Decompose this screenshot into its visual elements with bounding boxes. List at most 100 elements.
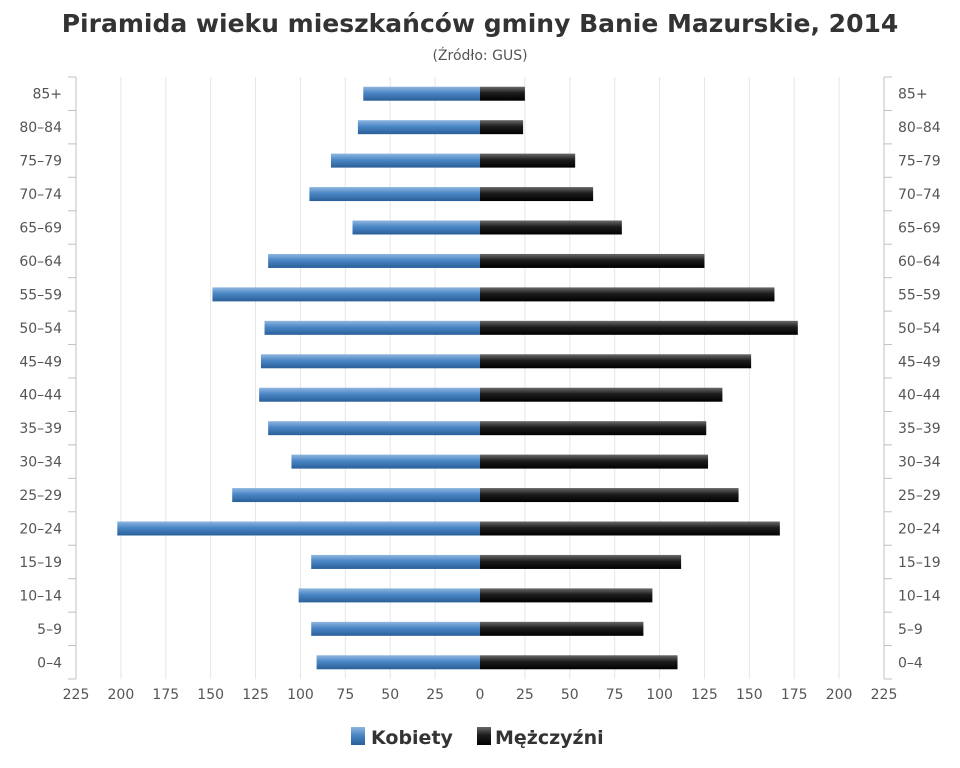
category-label-right: 75–79 <box>898 154 941 170</box>
category-label-left: 65–69 <box>19 221 62 237</box>
category-label-right: 80–84 <box>898 120 941 136</box>
x-tick-label: 50 <box>381 687 399 703</box>
bar-mezczyzni[interactable] <box>480 387 723 402</box>
bar-mezczyzni[interactable] <box>480 354 752 369</box>
bar-kobiety[interactable] <box>311 554 480 569</box>
x-tick-label: 125 <box>242 687 269 703</box>
bar-mezczyzni[interactable] <box>480 421 707 436</box>
bar-mezczyzni[interactable] <box>480 554 682 569</box>
bar-kobiety[interactable] <box>232 488 480 503</box>
bar-kobiety[interactable] <box>264 320 480 335</box>
category-label-right: 15–19 <box>898 555 941 571</box>
legend-label-kobiety[interactable]: Kobiety <box>371 727 454 749</box>
bar-mezczyzni[interactable] <box>480 621 644 636</box>
category-label-left: 75–79 <box>19 154 62 170</box>
category-label-right: 65–69 <box>898 221 941 237</box>
bar-mezczyzni[interactable] <box>480 187 594 202</box>
category-label-right: 20–24 <box>898 522 941 538</box>
bar-kobiety[interactable] <box>357 120 480 135</box>
bar-kobiety[interactable] <box>212 287 480 302</box>
x-tick-label: 125 <box>691 687 718 703</box>
category-label-right: 60–64 <box>898 254 941 270</box>
bar-kobiety[interactable] <box>311 621 480 636</box>
category-label-right: 30–34 <box>898 455 941 471</box>
bar-kobiety[interactable] <box>268 253 480 268</box>
x-tick-label: 25 <box>516 687 534 703</box>
bar-mezczyzni[interactable] <box>480 521 780 536</box>
category-label-left: 25–29 <box>19 488 62 504</box>
category-label-left: 20–24 <box>19 522 62 538</box>
x-tick-label: 150 <box>197 687 224 703</box>
x-tick-label: 50 <box>561 687 579 703</box>
category-label-left: 80–84 <box>19 120 62 136</box>
bar-kobiety[interactable] <box>259 387 480 402</box>
legend-swatch-mezczyzni <box>477 727 491 745</box>
bar-mezczyzni[interactable] <box>480 655 678 670</box>
x-tick-label: 100 <box>646 687 673 703</box>
x-tick-label: 175 <box>152 687 179 703</box>
bar-kobiety[interactable] <box>309 187 480 202</box>
bar-kobiety[interactable] <box>268 421 480 436</box>
category-label-left: 5–9 <box>37 622 62 638</box>
x-tick-label: 25 <box>426 687 444 703</box>
legend-label-mezczyzni[interactable]: Mężczyźni <box>495 727 604 749</box>
category-label-right: 55–59 <box>898 287 941 303</box>
x-tick-label: 200 <box>826 687 853 703</box>
category-label-left: 45–49 <box>19 354 62 370</box>
x-tick-label: 175 <box>781 687 808 703</box>
bar-mezczyzni[interactable] <box>480 153 576 168</box>
bars <box>117 86 798 670</box>
bar-mezczyzni[interactable] <box>480 588 653 603</box>
category-label-left: 55–59 <box>19 287 62 303</box>
category-label-right: 70–74 <box>898 187 941 203</box>
category-label-left: 15–19 <box>19 555 62 571</box>
bar-kobiety[interactable] <box>352 220 480 235</box>
bar-mezczyzni[interactable] <box>480 488 739 503</box>
bar-kobiety[interactable] <box>316 655 480 670</box>
bar-mezczyzni[interactable] <box>480 120 524 135</box>
x-tick-label: 225 <box>63 687 90 703</box>
bar-mezczyzni[interactable] <box>480 220 622 235</box>
x-tick-label: 150 <box>736 687 763 703</box>
bar-mezczyzni[interactable] <box>480 86 525 101</box>
category-label-left: 60–64 <box>19 254 62 270</box>
category-label-right: 85+ <box>898 87 928 103</box>
category-label-left: 0–4 <box>37 655 62 671</box>
bar-kobiety[interactable] <box>291 454 480 469</box>
chart-subtitle: (Źródło: GUS) <box>432 46 527 64</box>
legend: Kobiety Mężczyźni <box>351 727 604 749</box>
chart-title: Piramida wieku mieszkańców gminy Banie M… <box>62 9 899 38</box>
category-labels: 85+ 85+ 80–84 80–84 75–79 75–79 70–74 70–74 65–6… <box>19 87 940 672</box>
x-tick-label: 200 <box>108 687 135 703</box>
category-label-right: 40–44 <box>898 388 941 404</box>
category-label-right: 35–39 <box>898 421 941 437</box>
category-label-left: 10–14 <box>19 588 62 604</box>
category-label-left: 35–39 <box>19 421 62 437</box>
x-tick-label: 225 <box>871 687 898 703</box>
category-label-right: 45–49 <box>898 354 941 370</box>
x-tick-label: 75 <box>336 687 354 703</box>
bar-kobiety[interactable] <box>330 153 480 168</box>
bar-mezczyzni[interactable] <box>480 253 705 268</box>
bar-kobiety[interactable] <box>363 86 480 101</box>
category-label-right: 25–29 <box>898 488 941 504</box>
bar-kobiety[interactable] <box>298 588 480 603</box>
category-label-left: 40–44 <box>19 388 62 404</box>
bar-mezczyzni[interactable] <box>480 320 798 335</box>
x-tick-label: 100 <box>287 687 314 703</box>
x-tick-label: 0 <box>476 687 485 703</box>
x-tick-label: 75 <box>606 687 624 703</box>
category-label-left: 85+ <box>32 87 62 103</box>
bar-kobiety[interactable] <box>260 354 480 369</box>
axes <box>68 76 892 680</box>
category-label-right: 0–4 <box>898 655 923 671</box>
bar-mezczyzni[interactable] <box>480 287 775 302</box>
legend-swatch-kobiety <box>351 727 365 745</box>
x-tick-labels: 225 200 175 150 125 100 75 50 25 0 25 50 75 100 125 150… <box>63 687 898 703</box>
bar-kobiety[interactable] <box>117 521 480 536</box>
category-label-left: 50–54 <box>19 321 62 337</box>
bar-mezczyzni[interactable] <box>480 454 709 469</box>
category-label-right: 10–14 <box>898 588 941 604</box>
category-label-left: 30–34 <box>19 455 62 471</box>
